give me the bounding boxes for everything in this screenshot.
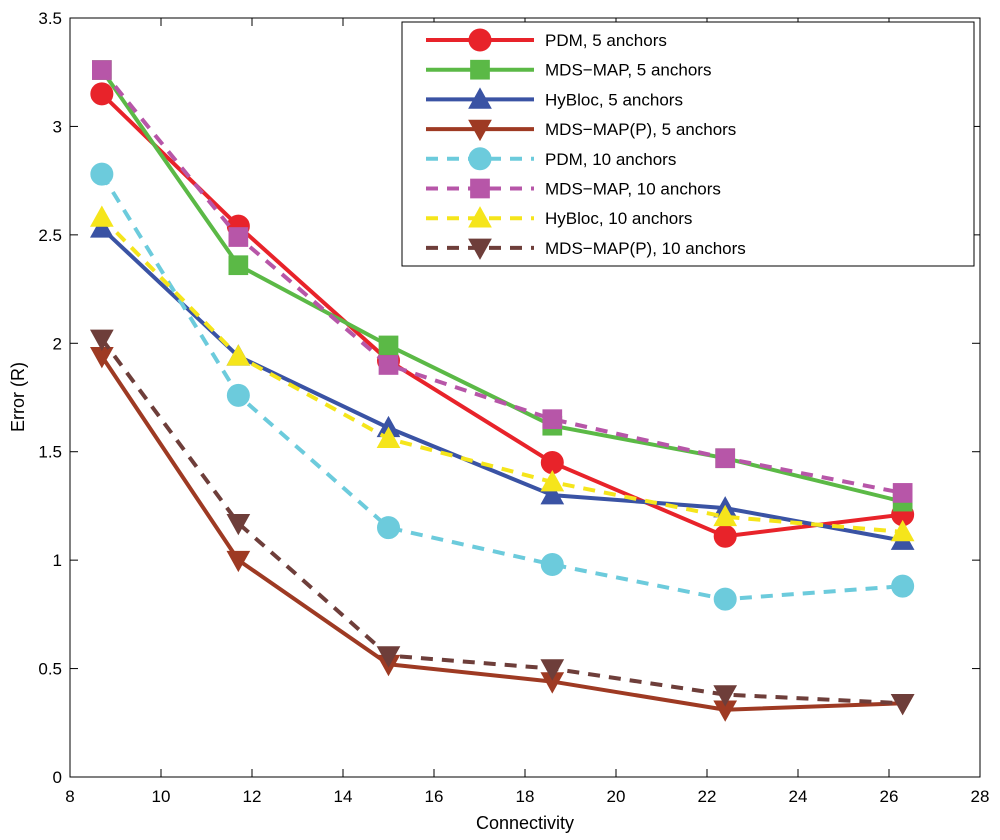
data-point bbox=[891, 574, 915, 598]
legend-marker bbox=[468, 238, 492, 260]
y-tick-label: 3.5 bbox=[38, 9, 62, 28]
data-point bbox=[713, 685, 738, 707]
data-point bbox=[378, 335, 399, 356]
legend-marker bbox=[468, 206, 492, 228]
y-axis-label: Error (R) bbox=[8, 362, 28, 432]
data-point bbox=[715, 448, 736, 469]
x-tick-label: 26 bbox=[880, 787, 899, 806]
series-line bbox=[100, 216, 903, 534]
data-point bbox=[378, 355, 399, 375]
data-point bbox=[713, 504, 738, 527]
data-point bbox=[226, 513, 251, 536]
data-point bbox=[713, 587, 737, 611]
x-tick-label: 10 bbox=[152, 787, 171, 806]
series bbox=[90, 205, 915, 542]
data-point bbox=[228, 227, 249, 247]
x-tick-label: 20 bbox=[607, 787, 626, 806]
x-tick-label: 16 bbox=[425, 787, 444, 806]
series-line bbox=[100, 68, 904, 495]
data-point bbox=[226, 550, 251, 573]
y-tick-label: 2 bbox=[53, 334, 62, 353]
legend-label: HyBloc, 5 anchors bbox=[545, 90, 683, 109]
data-point bbox=[90, 162, 114, 186]
data-point bbox=[90, 205, 114, 227]
y-tick-label: 3 bbox=[53, 117, 62, 136]
x-tick-label: 12 bbox=[243, 787, 262, 806]
series-line bbox=[100, 68, 904, 504]
series bbox=[90, 162, 915, 611]
series bbox=[92, 60, 913, 503]
legend-marker bbox=[470, 59, 490, 80]
data-point bbox=[890, 519, 915, 542]
data-point bbox=[376, 426, 401, 449]
series-layer bbox=[90, 60, 915, 722]
x-tick-label: 8 bbox=[65, 787, 74, 806]
data-point bbox=[226, 383, 250, 407]
legend-label: PDM, 10 anchors bbox=[545, 150, 676, 169]
data-point bbox=[892, 483, 913, 503]
series-line bbox=[100, 173, 903, 602]
data-point bbox=[226, 344, 251, 366]
legend-label: MDS−MAP, 10 anchors bbox=[545, 180, 721, 199]
x-tick-label: 22 bbox=[698, 787, 717, 806]
data-point bbox=[376, 646, 401, 668]
data-point bbox=[542, 409, 563, 430]
series-line bbox=[100, 92, 903, 539]
legend: PDM, 5 anchors MDS−MAP, 5 anchors HyBloc, … bbox=[401, 21, 975, 267]
series bbox=[90, 346, 915, 722]
x-tick-label: 24 bbox=[789, 787, 808, 806]
series bbox=[90, 329, 915, 716]
data-point bbox=[540, 659, 565, 681]
y-tick-label: 2.5 bbox=[38, 226, 62, 245]
legend-label: MDS−MAP(P), 5 anchors bbox=[545, 120, 736, 139]
legend-marker bbox=[468, 147, 492, 171]
legend-box bbox=[401, 21, 975, 267]
legend-marker bbox=[468, 87, 492, 109]
y-tick-label: 1 bbox=[53, 551, 62, 570]
data-point bbox=[540, 552, 564, 576]
ticks-layer: 8 10 12 14 16 18 20 22 24 26 28 0 0.5 1 1.5 2 2.5 3 3.5 bbox=[38, 9, 989, 806]
y-tick-label: 0 bbox=[53, 768, 62, 787]
legend-marker bbox=[468, 119, 492, 142]
data-point bbox=[713, 524, 737, 548]
legend-marker bbox=[468, 28, 492, 52]
legend-label: MDS−MAP(P), 10 anchors bbox=[545, 239, 746, 258]
data-point bbox=[377, 516, 400, 540]
x-axis-label: Connectivity bbox=[476, 813, 574, 833]
series-line bbox=[100, 337, 903, 706]
legend-label: MDS−MAP, 5 anchors bbox=[545, 61, 711, 80]
legend-marker bbox=[470, 178, 490, 199]
data-point bbox=[540, 483, 565, 505]
data-point bbox=[890, 693, 915, 716]
y-tick-label: 0.5 bbox=[38, 660, 62, 679]
y-tick-label: 1.5 bbox=[38, 443, 62, 462]
x-tick-label: 18 bbox=[516, 787, 535, 806]
data-point bbox=[540, 470, 565, 492]
data-point bbox=[90, 216, 114, 238]
x-tick-label: 14 bbox=[334, 787, 353, 806]
legend-label: HyBloc, 10 anchors bbox=[545, 209, 692, 228]
data-point bbox=[92, 60, 112, 80]
data-point bbox=[228, 255, 249, 276]
legend-label: PDM, 5 anchors bbox=[545, 31, 667, 50]
series-line bbox=[100, 355, 903, 712]
x-tick-label: 28 bbox=[971, 787, 990, 806]
data-point bbox=[90, 329, 114, 351]
data-point bbox=[90, 82, 114, 106]
